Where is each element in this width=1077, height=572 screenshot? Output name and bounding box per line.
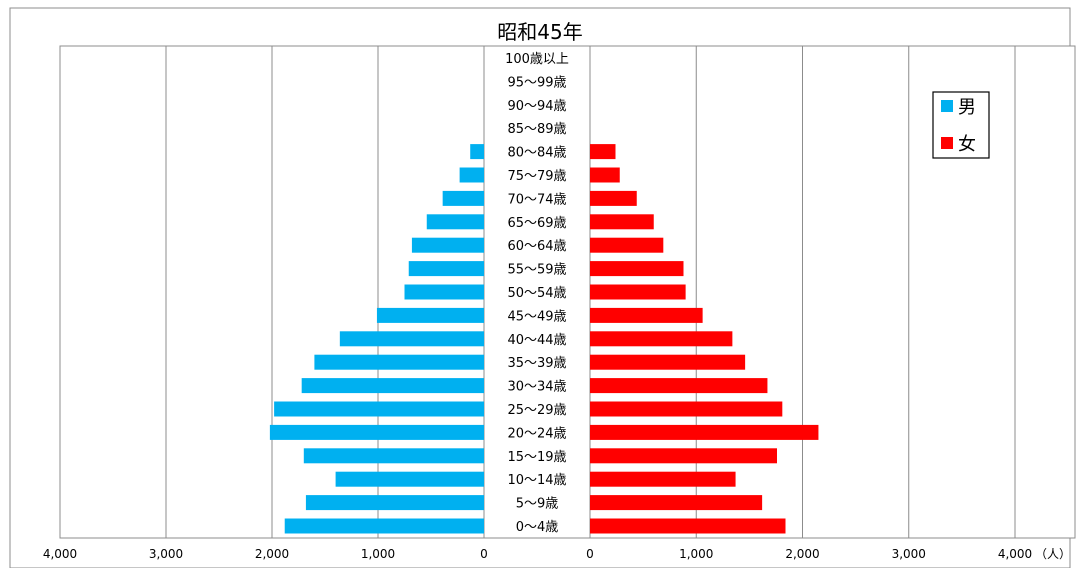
bar-female [590, 167, 620, 183]
bars [269, 144, 819, 534]
age-group-label: 55～59歳 [507, 263, 566, 278]
bar-male [305, 495, 484, 511]
age-group-label: 90～94歳 [507, 99, 566, 114]
bar-male [404, 284, 484, 300]
bar-female [590, 284, 686, 300]
age-group-label: 65～69歳 [507, 216, 566, 231]
age-group-label: 0～4歳 [516, 520, 559, 535]
x-tick-label-left: 3,000 [149, 547, 183, 561]
x-tick-label-left: 0 [480, 547, 488, 561]
plot-area [59, 45, 1076, 539]
age-group-label: 15～19歳 [507, 450, 566, 465]
bar-female [590, 401, 783, 417]
x-tick-label-left: 4,000 [43, 547, 77, 561]
age-group-label: 35～39歳 [507, 356, 566, 371]
bar-female [590, 378, 768, 394]
age-group-label: 40～44歳 [507, 333, 566, 348]
bar-female [590, 237, 664, 253]
age-group-label: 85～89歳 [507, 122, 566, 137]
age-group-label: 75～79歳 [507, 169, 566, 184]
bar-male [301, 378, 484, 394]
bar-female [590, 424, 819, 440]
bar-female [590, 331, 733, 347]
bar-male [426, 214, 484, 230]
x-tick-label-left: 1,000 [361, 547, 395, 561]
x-tick-label-right: 1,000 [679, 547, 713, 561]
bar-female [590, 144, 616, 160]
legend-swatch-male [941, 100, 953, 112]
bar-female [590, 214, 654, 230]
bar-male [284, 518, 484, 534]
legend-label-female: 女 [958, 134, 976, 155]
bar-female [590, 448, 777, 464]
x-axis-ticks: 4,000 3,000 2,000 1,000 0 0 1,000 2,000 3,000 4,0… [43, 547, 1032, 561]
bar-male [303, 448, 484, 464]
age-group-label: 70～74歳 [507, 192, 566, 207]
age-group-label: 60～64歳 [507, 239, 566, 254]
bar-male [274, 401, 484, 417]
bar-male [314, 354, 484, 370]
bar-male [408, 261, 484, 277]
age-group-label: 100歳以上 [505, 52, 569, 67]
x-tick-label-right: 0 [586, 547, 594, 561]
legend-swatch-female [941, 137, 953, 149]
bar-male [442, 190, 484, 206]
bar-male [335, 471, 484, 487]
bar-female [590, 261, 684, 277]
x-tick-label-right: 2,000 [785, 547, 819, 561]
bar-male [339, 331, 484, 347]
bar-male [470, 144, 484, 160]
bar-male [411, 237, 484, 253]
chart-title: 昭和45年 [497, 20, 582, 44]
age-labels: 100歳以上 95～99歳 90～94歳 85～89歳 80～84歳 75～79歳 70～7… [505, 52, 569, 535]
age-group-label: 20～24歳 [507, 426, 566, 441]
legend: 男 女 [932, 91, 990, 159]
bar-male [269, 424, 484, 440]
age-group-label: 80～84歳 [507, 146, 566, 161]
bar-female [590, 354, 746, 370]
age-group-label: 50～54歳 [507, 286, 566, 301]
age-group-label: 30～34歳 [507, 380, 566, 395]
age-group-label: 5～9歳 [516, 497, 559, 512]
age-group-label: 45～49歳 [507, 309, 566, 324]
bar-male [376, 307, 484, 323]
bar-female [590, 190, 637, 206]
age-group-label: 10～14歳 [507, 473, 566, 488]
x-axis-unit: （人） [1035, 547, 1071, 561]
x-tick-label-right: 3,000 [892, 547, 926, 561]
bar-male [459, 167, 484, 183]
bar-female [590, 518, 786, 534]
bar-female [590, 495, 763, 511]
age-group-label: 25～29歳 [507, 403, 566, 418]
bar-female [590, 307, 703, 323]
x-tick-label-left: 2,000 [255, 547, 289, 561]
age-group-label: 95～99歳 [507, 75, 566, 90]
legend-label-male: 男 [958, 97, 976, 118]
bar-female [590, 471, 736, 487]
x-tick-label-right: 4,000 [998, 547, 1032, 561]
